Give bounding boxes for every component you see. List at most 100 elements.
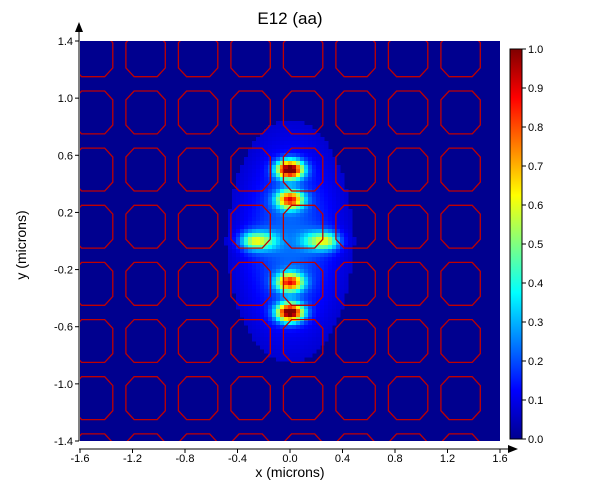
field-cell — [308, 277, 313, 282]
field-cell — [252, 281, 257, 286]
field-cell — [340, 225, 345, 230]
field-cell — [324, 189, 329, 194]
field-cell — [344, 249, 349, 254]
field-cell — [320, 261, 325, 266]
field-cell — [312, 305, 317, 310]
field-cell — [264, 205, 269, 210]
field-cell — [296, 165, 301, 170]
field-cell — [272, 133, 277, 138]
field-cell — [240, 301, 245, 306]
field-cell — [276, 141, 281, 146]
lattice-hole-outline — [282, 261, 324, 306]
field-cell — [248, 257, 253, 262]
field-cell — [292, 193, 297, 198]
field-cell — [308, 221, 313, 226]
field-cell — [264, 313, 269, 318]
field-cell — [244, 205, 249, 210]
field-cell — [300, 149, 305, 154]
field-cell — [332, 173, 337, 178]
field-cell — [312, 293, 317, 298]
field-cell — [328, 321, 333, 326]
lattice-hole-outline — [335, 376, 376, 421]
field-cell — [304, 229, 309, 234]
field-cell — [300, 193, 305, 198]
field-cell — [292, 325, 297, 330]
field-cell — [336, 213, 341, 218]
field-cell — [272, 225, 277, 230]
lattice-hole-outline — [440, 41, 481, 78]
field-cell — [316, 281, 321, 286]
field-cell — [268, 245, 273, 250]
lattice-hole-outline — [440, 376, 481, 421]
field-cell — [296, 169, 301, 174]
field-cell — [300, 305, 305, 310]
field-cell — [244, 281, 249, 286]
y-axis-label: y (microns) — [13, 210, 29, 279]
field-cell — [248, 201, 253, 206]
field-cell — [284, 173, 289, 178]
field-cell — [272, 141, 277, 146]
field-cell — [344, 241, 349, 246]
field-cell — [256, 341, 261, 346]
field-cell — [328, 241, 333, 246]
lattice-hole-outline — [80, 90, 114, 135]
field-cell — [228, 241, 233, 246]
field-cell — [280, 321, 285, 326]
field-cell — [284, 145, 289, 150]
field-cell — [296, 209, 301, 214]
field-cell — [312, 201, 317, 206]
field-cell — [248, 173, 253, 178]
field-cell — [328, 149, 333, 154]
field-cell — [228, 245, 233, 250]
field-cell — [296, 281, 301, 286]
field-cell — [280, 317, 285, 322]
field-cell — [288, 273, 293, 278]
lattice-hole-outline — [80, 41, 114, 78]
field-cell — [272, 253, 277, 258]
field-cell — [288, 141, 293, 146]
field-cell — [256, 225, 261, 230]
field-cell — [236, 205, 241, 210]
field-cell — [312, 217, 317, 222]
field-cell — [344, 265, 349, 270]
field-cell — [280, 305, 285, 310]
field-cell — [340, 217, 345, 222]
field-cell — [324, 329, 329, 334]
field-cell — [308, 289, 313, 294]
field-cell — [264, 333, 269, 338]
field-cell — [296, 229, 301, 234]
field-cell — [300, 169, 305, 174]
field-cell — [248, 157, 253, 162]
field-cell — [320, 145, 325, 150]
field-cell — [304, 213, 309, 218]
field-cell — [252, 321, 257, 326]
lattice-hole-outline — [80, 147, 114, 192]
field-cell — [236, 277, 241, 282]
field-cell — [332, 237, 337, 242]
field-cell — [336, 185, 341, 190]
field-cell — [316, 181, 321, 186]
field-cell — [252, 261, 257, 266]
field-cell — [308, 297, 313, 302]
field-cell — [308, 129, 313, 134]
field-cell — [332, 301, 337, 306]
field-cell — [260, 217, 265, 222]
field-cell — [276, 241, 281, 246]
field-cell — [280, 285, 285, 290]
field-cell — [248, 241, 253, 246]
field-cell — [280, 337, 285, 342]
field-cell — [288, 309, 293, 314]
field-cell — [272, 177, 277, 182]
field-cell — [320, 253, 325, 258]
field-cell — [232, 221, 237, 226]
field-cell — [264, 317, 269, 322]
field-cell — [324, 161, 329, 166]
field-cell — [300, 233, 305, 238]
field-cell — [284, 257, 289, 262]
field-cell — [300, 213, 305, 218]
field-cell — [268, 201, 273, 206]
field-cell — [308, 301, 313, 306]
field-cell — [312, 129, 317, 134]
field-cell — [240, 285, 245, 290]
